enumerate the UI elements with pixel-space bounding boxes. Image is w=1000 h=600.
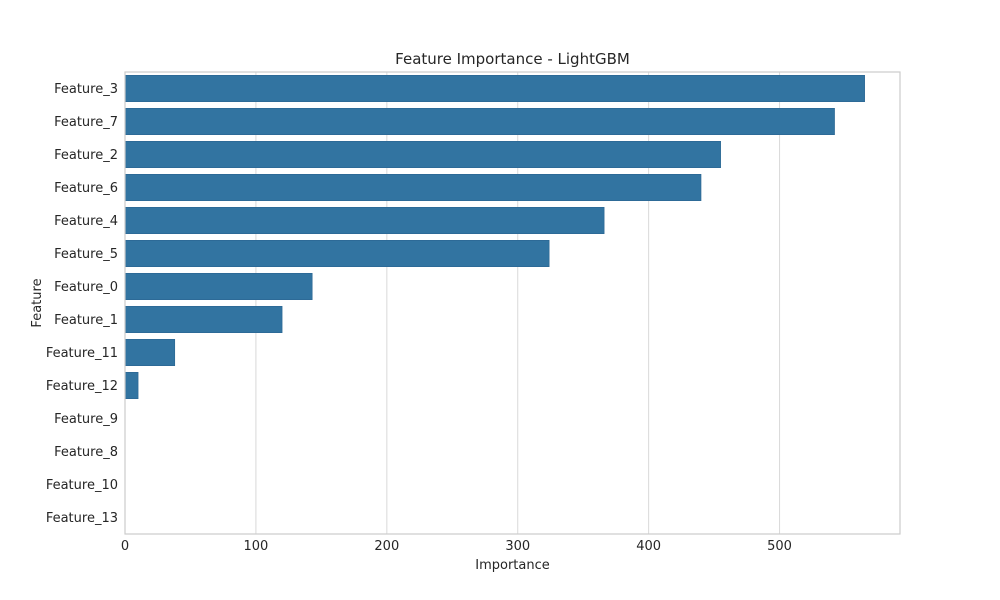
x-tick-label: 400 xyxy=(636,539,661,554)
bar-feature-12 xyxy=(124,371,139,399)
y-tick-label: Feature_9 xyxy=(54,412,118,427)
x-axis-label: Importance xyxy=(475,558,550,573)
y-tick-label: Feature_11 xyxy=(46,346,118,361)
bar-feature-11 xyxy=(124,338,176,366)
y-tick-label: Feature_0 xyxy=(54,280,118,295)
plot-frame xyxy=(124,71,901,535)
x-tick-label: 200 xyxy=(374,539,399,554)
x-tick-label: 0 xyxy=(121,539,129,554)
bars-group xyxy=(124,75,865,399)
bar-feature-0 xyxy=(124,272,313,300)
y-tick-label: Feature_4 xyxy=(54,214,118,229)
y-tick-labels: Feature_3 Feature_7 Feature_2 Feature_6 Feat… xyxy=(46,82,118,526)
chart-title: Feature Importance - LightGBM xyxy=(395,50,630,68)
y-tick-label: Feature_10 xyxy=(46,478,118,493)
y-tick-label: Feature_3 xyxy=(54,82,118,97)
y-tick-label: Feature_8 xyxy=(54,445,118,460)
x-tick-labels: 0 100 200 300 400 500 xyxy=(121,539,792,554)
x-tick-label: 100 xyxy=(243,539,268,554)
y-tick-label: Feature_13 xyxy=(46,511,118,526)
bar-feature-5 xyxy=(124,240,550,268)
bar-feature-2 xyxy=(124,141,721,169)
y-tick-label: Feature_1 xyxy=(54,313,118,328)
bar-feature-4 xyxy=(124,207,605,235)
bar-feature-3 xyxy=(124,75,865,103)
bar-feature-6 xyxy=(124,174,702,202)
y-tick-label: Feature_5 xyxy=(54,247,118,262)
y-tick-label: Feature_12 xyxy=(46,379,118,394)
bar-feature-7 xyxy=(124,108,835,136)
y-tick-label: Feature_7 xyxy=(54,115,118,130)
x-tick-label: 500 xyxy=(767,539,792,554)
y-tick-label: Feature_6 xyxy=(54,181,118,196)
y-axis-label: Feature xyxy=(30,278,45,327)
x-tick-label: 300 xyxy=(505,539,530,554)
y-tick-label: Feature_2 xyxy=(54,148,118,163)
bar-feature-1 xyxy=(124,305,283,333)
